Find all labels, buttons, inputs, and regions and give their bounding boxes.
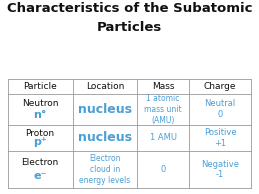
Text: Proton: Proton bbox=[26, 128, 55, 138]
Text: Particle: Particle bbox=[23, 82, 57, 91]
Text: nucleus: nucleus bbox=[78, 131, 132, 144]
Text: Neutron: Neutron bbox=[22, 99, 58, 108]
Text: 1 AMU: 1 AMU bbox=[150, 133, 177, 142]
Text: Positive
+1: Positive +1 bbox=[204, 128, 236, 148]
Text: Neutral
0: Neutral 0 bbox=[205, 99, 236, 119]
Text: n°: n° bbox=[33, 110, 47, 120]
Text: Electron: Electron bbox=[21, 158, 59, 167]
Text: Mass: Mass bbox=[152, 82, 174, 91]
Text: 1 atomic
mass unit
(AMU): 1 atomic mass unit (AMU) bbox=[144, 94, 182, 125]
Text: e⁻: e⁻ bbox=[33, 171, 47, 181]
Text: Particles: Particles bbox=[97, 21, 162, 34]
Text: p⁺: p⁺ bbox=[33, 138, 47, 147]
Text: nucleus: nucleus bbox=[78, 103, 132, 116]
Text: Electron
cloud in
energy levels: Electron cloud in energy levels bbox=[79, 154, 131, 185]
Text: Charge: Charge bbox=[204, 82, 236, 91]
Text: 0: 0 bbox=[161, 165, 166, 174]
Text: Negative
-1: Negative -1 bbox=[201, 160, 239, 179]
Text: Location: Location bbox=[86, 82, 124, 91]
Text: Characteristics of the Subatomic: Characteristics of the Subatomic bbox=[7, 2, 252, 15]
